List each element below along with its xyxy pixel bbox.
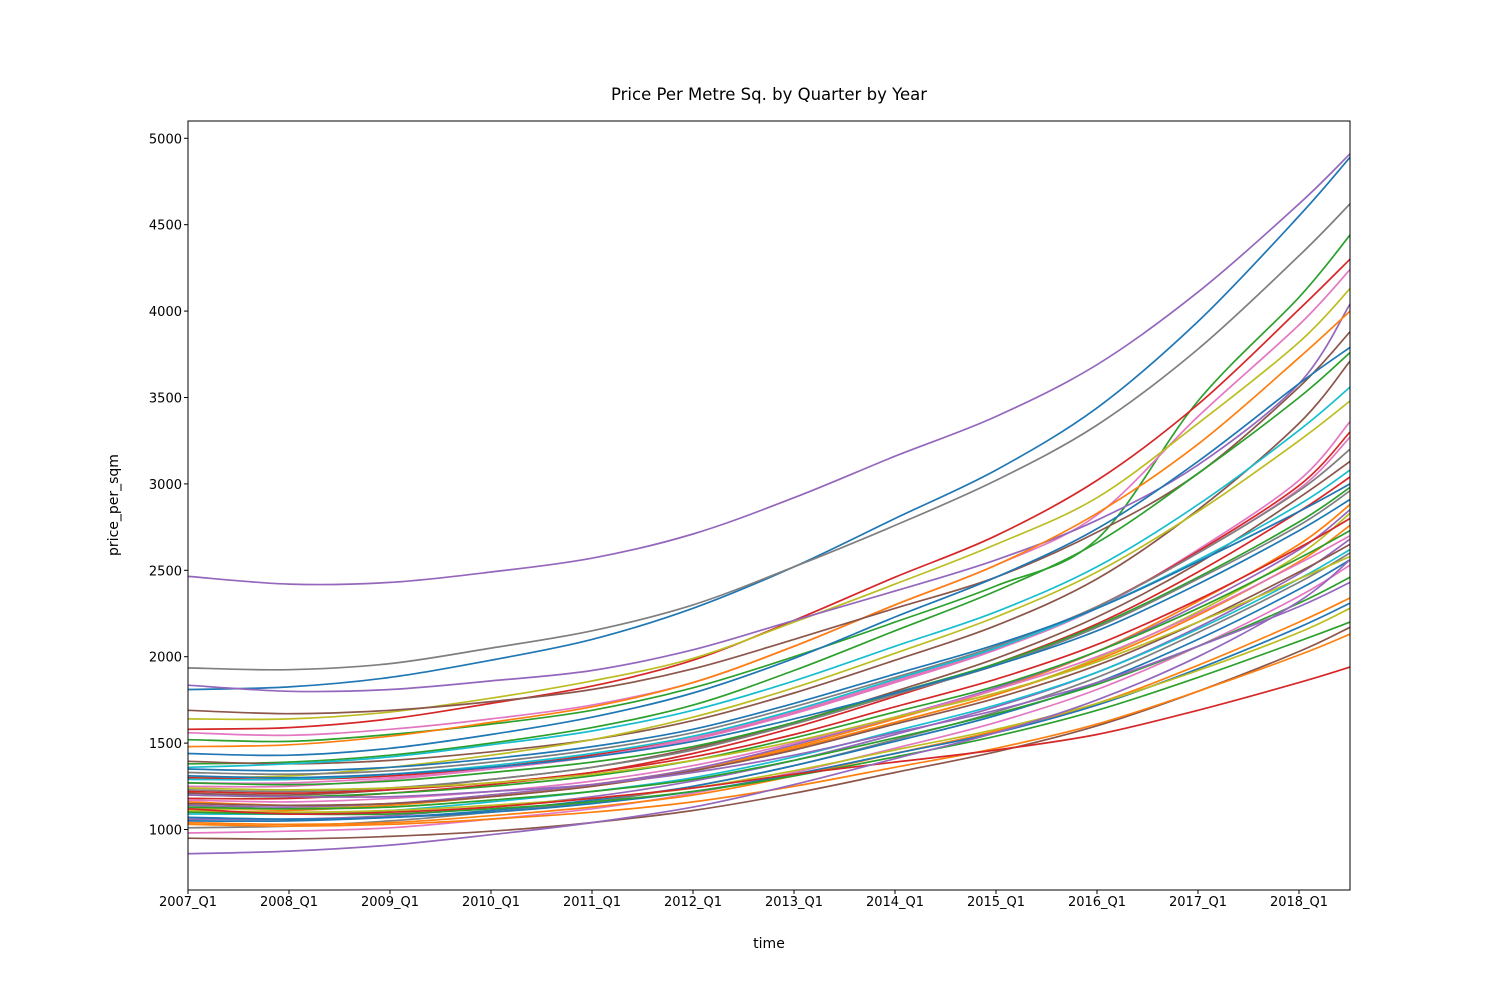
- series-line-48: [187, 633, 1351, 827]
- plot-frame: [187, 120, 1351, 891]
- y-tick-label: 3000: [149, 478, 182, 493]
- y-tick-label: 4000: [149, 305, 182, 320]
- x-tick-label: 2016_Q1: [1068, 895, 1126, 910]
- series-line-24: [187, 486, 1351, 786]
- series-line-46: [187, 621, 1351, 816]
- y-axis-title: price_per_sqm: [106, 454, 122, 556]
- y-tick-label: 4500: [149, 219, 182, 234]
- y-tick-label: 1000: [149, 824, 182, 839]
- series-line-13: [187, 360, 1351, 765]
- y-tick-label: 3500: [149, 391, 182, 406]
- series-line-19: [187, 448, 1351, 776]
- series-line-14: [187, 386, 1351, 769]
- series-line-5: [187, 258, 1351, 731]
- series-line-16: [187, 421, 1351, 785]
- x-axis-title: time: [753, 936, 785, 952]
- series-line-4: [187, 234, 1351, 743]
- series-line-1: [187, 153, 1351, 586]
- x-tick-label: 2009_Q1: [361, 895, 419, 910]
- series-line-8: [187, 303, 1351, 693]
- series-line-3: [187, 203, 1351, 671]
- x-tick-label: 2012_Q1: [664, 895, 722, 910]
- series-line-33: [187, 534, 1351, 803]
- y-tick-label: 2500: [149, 564, 182, 579]
- series-line-17: [187, 431, 1351, 781]
- series-line-38: [187, 555, 1351, 791]
- series-line-21: [187, 469, 1351, 781]
- series-group: [187, 153, 1351, 855]
- x-tick-label: 2018_Q1: [1270, 895, 1328, 910]
- y-tick-label: 1500: [149, 737, 182, 752]
- series-line-41: [187, 576, 1351, 810]
- y-axis: 1000 1500 2000 2500 3000 3500 4000 4500 5000: [149, 132, 188, 839]
- y-tick-label: 2000: [149, 651, 182, 666]
- series-line-32: [187, 529, 1351, 798]
- x-tick-label: 2007_Q1: [159, 895, 217, 910]
- series-line-49: [187, 666, 1351, 815]
- x-tick-label: 2011_Q1: [563, 895, 621, 910]
- series-line-11: [187, 346, 1351, 757]
- chart-title: Price Per Metre Sq. by Quarter by Year: [611, 85, 927, 104]
- x-tick-label: 2008_Q1: [260, 895, 318, 910]
- series-line-23: [187, 483, 1351, 772]
- x-tick-label: 2013_Q1: [765, 895, 823, 910]
- series-line-31: [187, 524, 1351, 814]
- series-line-50: [187, 559, 1351, 855]
- x-axis: 2007_Q1 2008_Q1 2009_Q1 2010_Q1 2011_Q1 2012_…: [159, 890, 1328, 910]
- series-line-12: [187, 351, 1351, 765]
- x-tick-label: 2010_Q1: [462, 895, 520, 910]
- x-tick-label: 2017_Q1: [1169, 895, 1227, 910]
- series-line-7: [187, 288, 1351, 721]
- series-line-45: [187, 607, 1351, 814]
- x-tick-label: 2014_Q1: [866, 895, 924, 910]
- series-line-9: [187, 310, 1351, 748]
- series-line-42: [187, 581, 1351, 798]
- x-tick-label: 2015_Q1: [967, 895, 1025, 910]
- series-line-30: [187, 517, 1351, 795]
- series-line-26: [187, 498, 1351, 779]
- y-tick-label: 5000: [149, 132, 182, 147]
